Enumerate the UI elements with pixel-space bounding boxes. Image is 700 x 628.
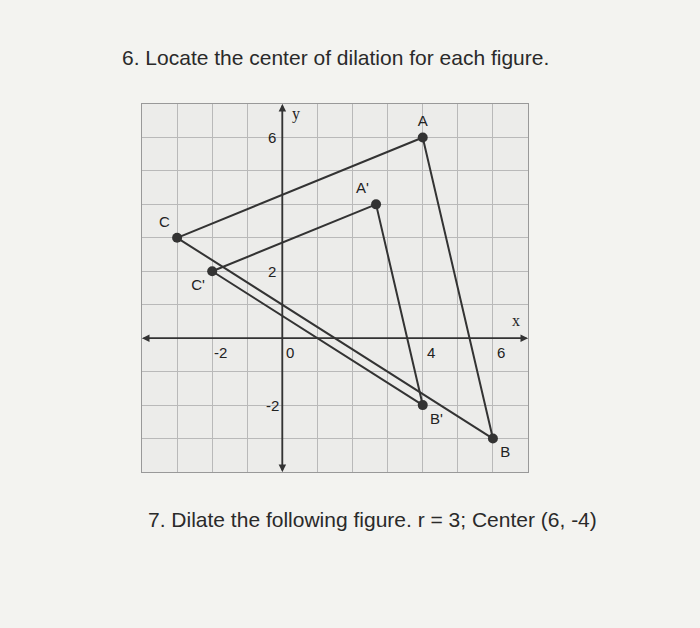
svg-text:6: 6 xyxy=(497,344,505,361)
svg-text:C: C xyxy=(159,213,170,230)
svg-text:-2: -2 xyxy=(266,397,279,414)
svg-text:-2: -2 xyxy=(214,344,227,361)
svg-text:x: x xyxy=(512,312,520,329)
svg-text:C': C' xyxy=(191,276,205,293)
html-text:6. Locate the center of dilati: 6. Locate the center of dilation for eac… xyxy=(122,46,550,69)
svg-text:A': A' xyxy=(356,179,369,196)
svg-text:6: 6 xyxy=(268,129,276,146)
svg-text:B: B xyxy=(500,443,510,460)
svg-text:2: 2 xyxy=(268,263,276,280)
svg-text:4: 4 xyxy=(427,344,435,361)
svg-text:0: 0 xyxy=(286,344,294,361)
svg-text:B': B' xyxy=(430,410,443,427)
svg-text:A: A xyxy=(418,112,428,129)
html-text:7. Dilate the following figure: 7. Dilate the following figure. r = 3; C… xyxy=(148,508,597,531)
svg-text:y: y xyxy=(292,105,300,123)
